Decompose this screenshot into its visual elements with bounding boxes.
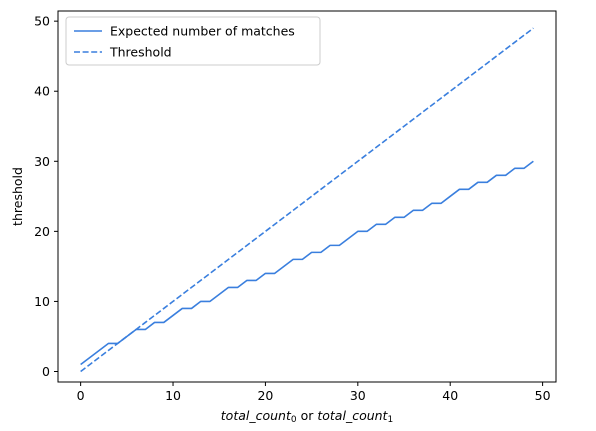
legend-label-threshold: Threshold bbox=[109, 45, 172, 60]
x-tick-label: 40 bbox=[442, 388, 458, 403]
series-line-threshold bbox=[80, 27, 534, 373]
y-tick-label: 50 bbox=[34, 14, 50, 29]
x-tick-label: 10 bbox=[165, 388, 181, 403]
y-axis-label: threshold bbox=[10, 167, 25, 226]
legend-box bbox=[65, 16, 321, 66]
legend-label-expected-matches: Expected number of matches bbox=[110, 24, 295, 39]
y-tick-label: 10 bbox=[34, 294, 50, 309]
y-tick-label: 30 bbox=[34, 154, 50, 169]
plot-area bbox=[80, 27, 534, 373]
y-tick-label: 0 bbox=[42, 364, 50, 379]
y-tick-label: 20 bbox=[34, 224, 50, 239]
y-tick-label: 40 bbox=[34, 84, 50, 99]
axes: 0 10 20 30 40 50 0 10 20 30 40 50 total_count0 or to… bbox=[10, 10, 557, 425]
x-tick-label: 30 bbox=[350, 388, 366, 403]
x-tick-label: 20 bbox=[257, 388, 273, 403]
x-tick-label: 0 bbox=[77, 388, 85, 403]
x-axis-label: total_count0 or total_count1 bbox=[221, 408, 393, 425]
series-line-expected-matches bbox=[80, 160, 534, 366]
x-tick-label: 50 bbox=[535, 388, 551, 403]
axes-frame bbox=[57, 10, 557, 383]
legend: Expected number of matches Threshold bbox=[65, 16, 321, 66]
